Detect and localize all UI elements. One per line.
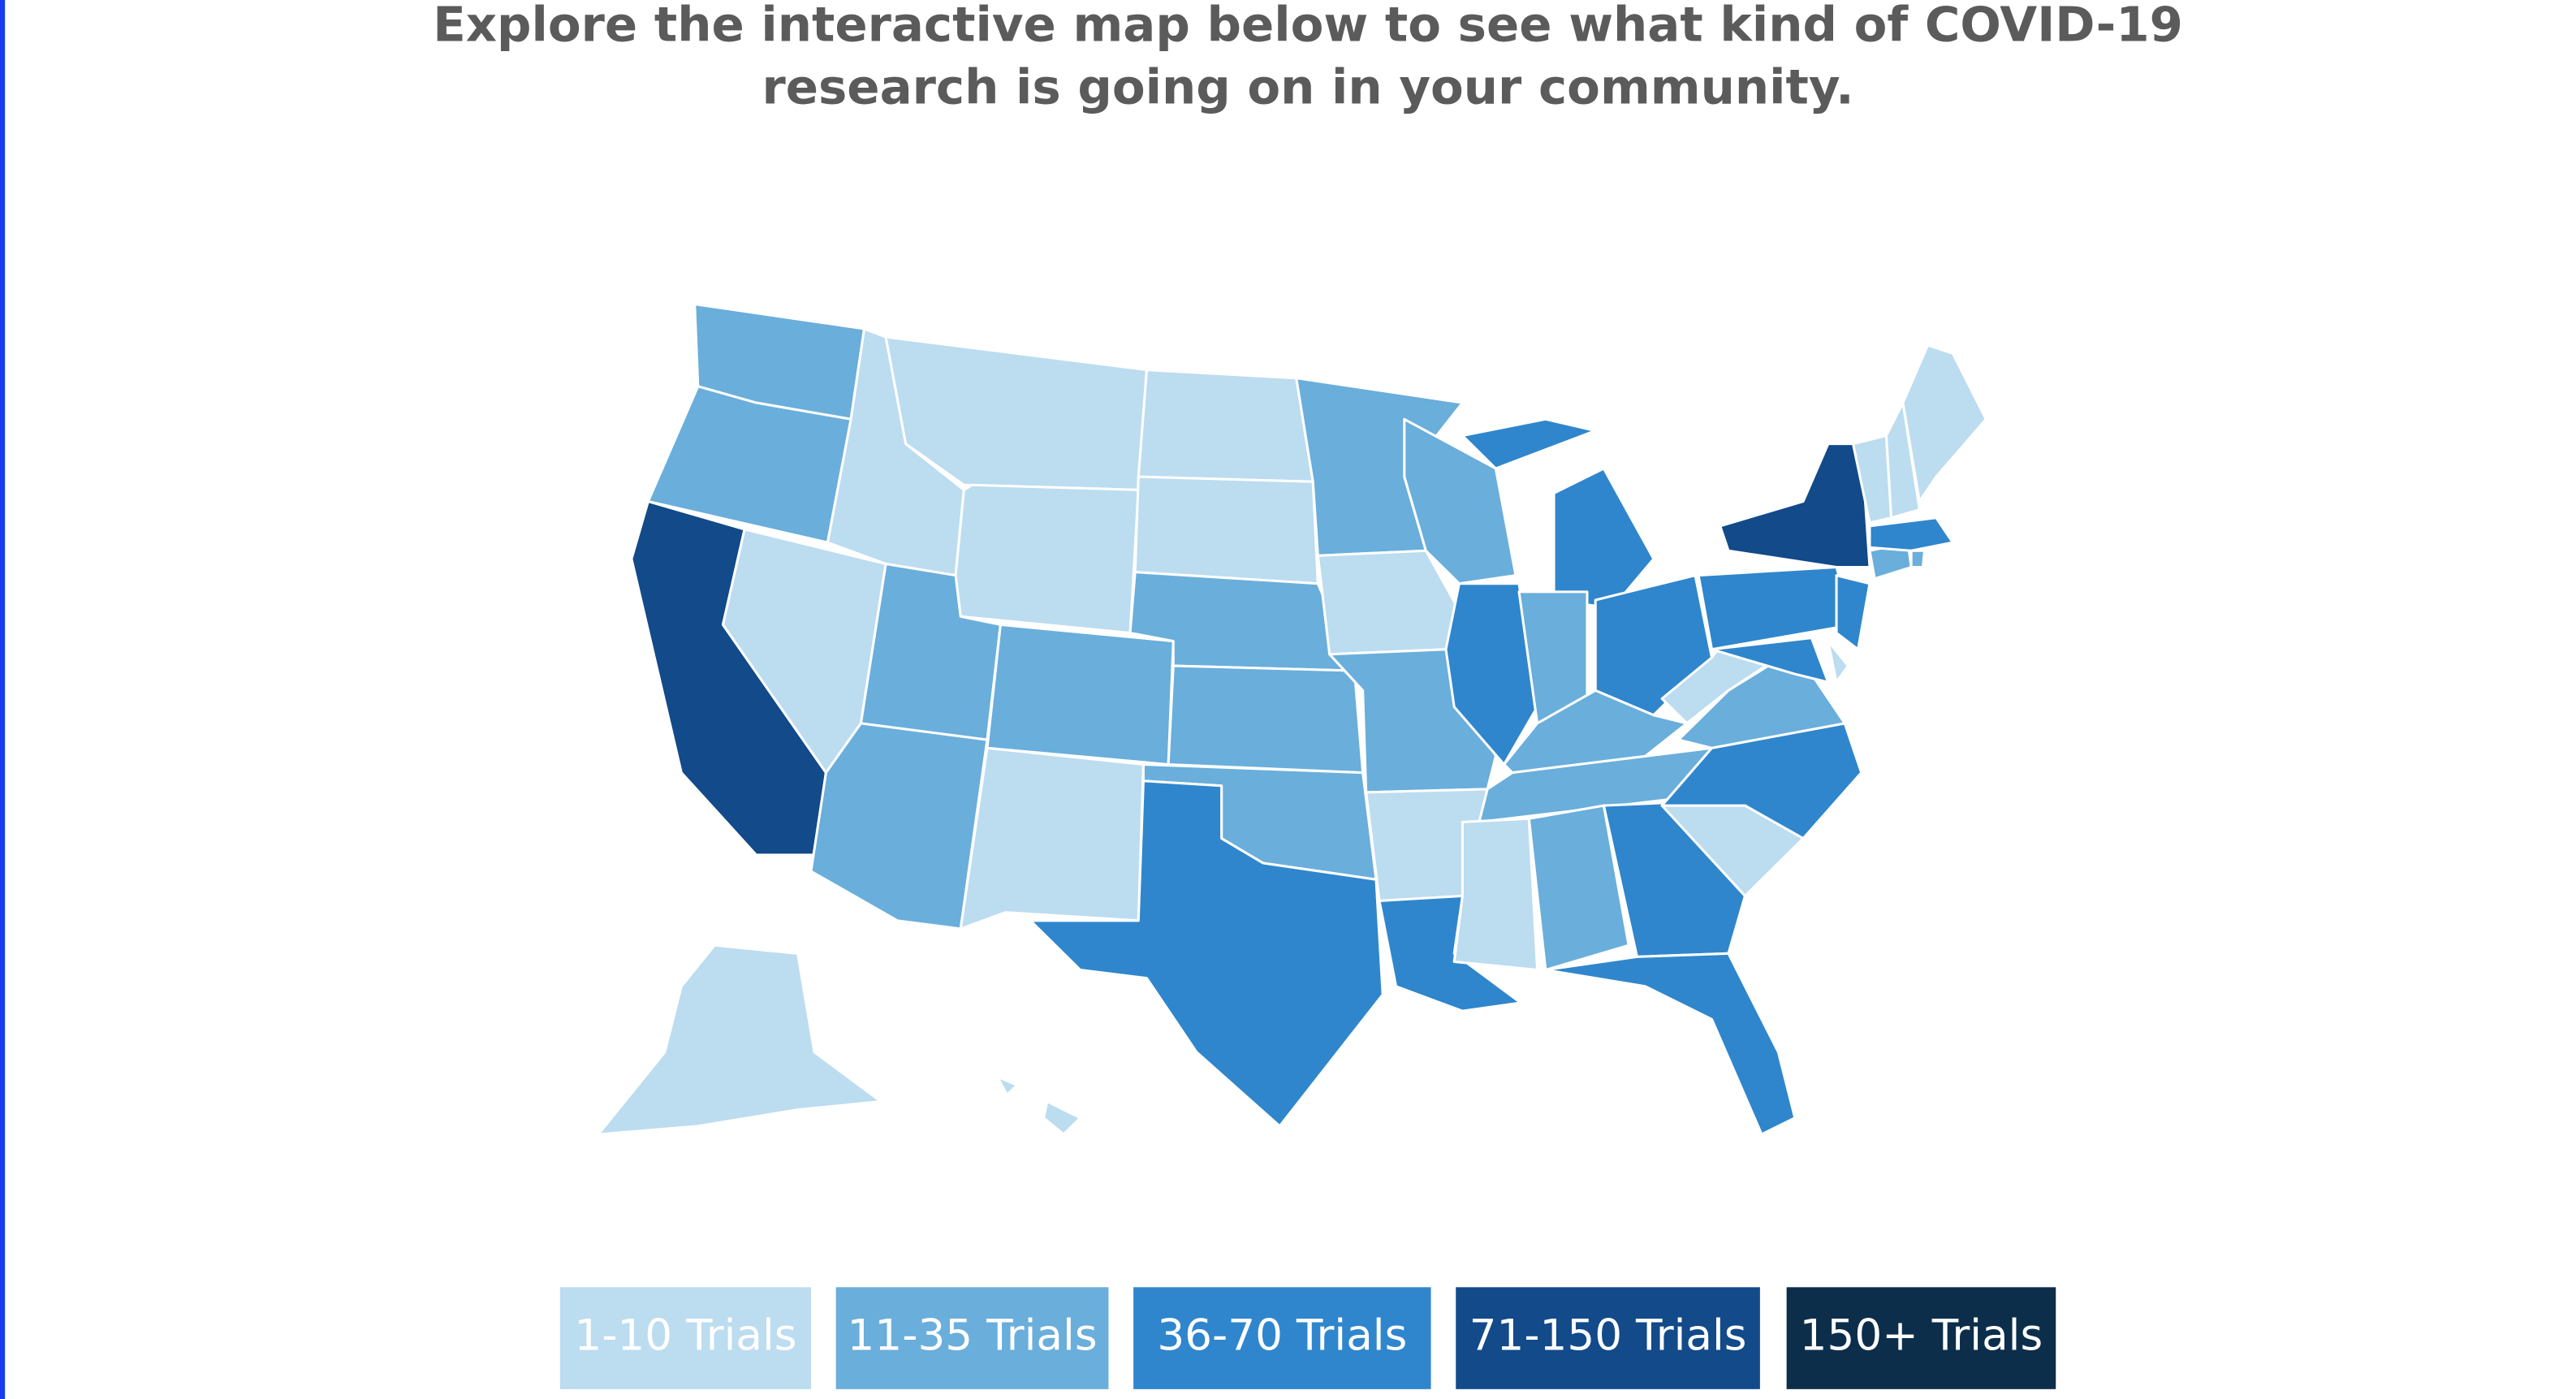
- us-map: [597, 303, 1987, 1136]
- state[interactable]: [1884, 401, 1921, 520]
- state[interactable]: [1901, 343, 1987, 503]
- legend-label: 11-35 Trials: [848, 1311, 1098, 1361]
- state[interactable]: [986, 623, 1175, 766]
- state[interactable]: [1697, 565, 1855, 651]
- legend-label: 36-70 Trials: [1157, 1311, 1407, 1361]
- state[interactable]: [1133, 475, 1319, 585]
- state[interactable]: [1868, 516, 1954, 552]
- state[interactable]: [1909, 549, 1927, 569]
- state[interactable]: [1835, 574, 1871, 651]
- state[interactable]: [954, 483, 1140, 635]
- state[interactable]: [1544, 952, 1797, 1136]
- legend-swatch: [1133, 1287, 1431, 1389]
- state[interactable]: [1167, 664, 1365, 775]
- legend: 1-10 Trials 11-35 Trials 36-70 Trials 71-15…: [559, 1287, 2056, 1389]
- legend-swatch: [1786, 1287, 2056, 1389]
- state[interactable]: [597, 943, 882, 1136]
- state[interactable]: [1827, 640, 1849, 684]
- state[interactable]: [1029, 779, 1384, 1128]
- state[interactable]: [1137, 369, 1314, 483]
- state[interactable]: [959, 746, 1145, 931]
- title-line: research is going on in your community.: [762, 59, 1853, 115]
- legend-label: 1-10 Trials: [574, 1311, 796, 1361]
- state[interactable]: [1552, 467, 1655, 610]
- legend-swatch: [559, 1287, 811, 1389]
- legend-swatch: [1456, 1287, 1760, 1389]
- state[interactable]: [995, 1075, 1019, 1096]
- state[interactable]: [1527, 804, 1630, 972]
- title-line: Explore the interactive map below to see…: [433, 0, 2183, 52]
- edge-bar: [0, 0, 6, 1399]
- state[interactable]: [1719, 443, 1871, 569]
- legend-label: 71-150 Trials: [1469, 1311, 1747, 1361]
- state[interactable]: [1452, 817, 1539, 972]
- legend-label: 150+ Trials: [1800, 1311, 2043, 1361]
- state[interactable]: [1042, 1100, 1082, 1136]
- legend-swatch: [835, 1287, 1109, 1389]
- state[interactable]: [1710, 637, 1830, 684]
- state[interactable]: [809, 722, 989, 931]
- state[interactable]: [1461, 417, 1597, 470]
